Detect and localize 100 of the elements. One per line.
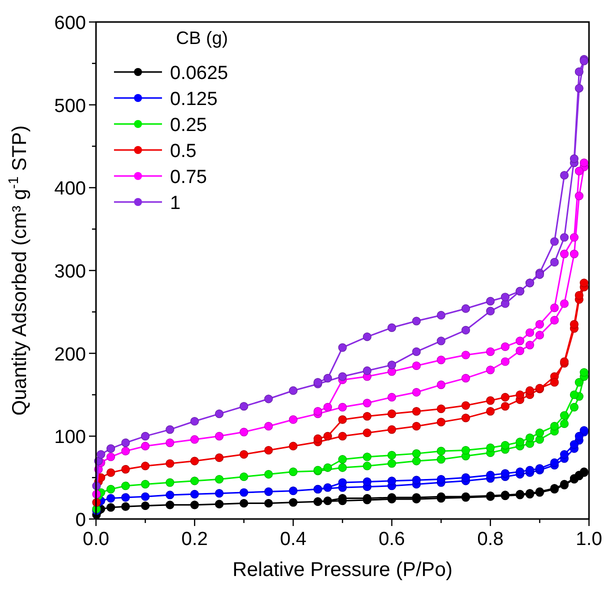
x-tick-label: 0.2 — [181, 529, 208, 550]
point — [412, 347, 421, 356]
point — [121, 438, 130, 448]
point — [314, 407, 322, 416]
point — [461, 414, 470, 422]
point — [412, 422, 421, 431]
point — [190, 416, 199, 426]
point — [461, 326, 470, 334]
point — [560, 299, 569, 308]
y-tick-label: 400 — [54, 178, 86, 200]
point — [388, 410, 396, 418]
point — [580, 278, 588, 288]
point — [214, 474, 224, 484]
point — [550, 458, 559, 467]
point — [535, 428, 544, 438]
y-tick-label: 500 — [54, 96, 86, 117]
point — [516, 467, 524, 476]
point — [574, 192, 584, 200]
point — [500, 342, 510, 352]
point — [436, 455, 446, 464]
point — [190, 500, 199, 510]
point — [500, 440, 510, 450]
point — [264, 470, 273, 479]
point — [388, 360, 396, 370]
point — [288, 498, 298, 507]
point — [141, 432, 150, 440]
point — [121, 446, 130, 456]
point — [166, 500, 174, 510]
point — [436, 446, 446, 456]
point — [323, 496, 332, 506]
point — [323, 463, 332, 472]
point — [526, 386, 534, 395]
point — [486, 296, 495, 306]
point — [338, 343, 347, 352]
point — [461, 473, 470, 482]
point — [535, 320, 544, 329]
point — [412, 361, 421, 370]
point — [141, 480, 150, 489]
point — [500, 357, 510, 366]
point — [362, 412, 372, 421]
point — [96, 450, 106, 459]
point — [574, 432, 584, 440]
point — [486, 470, 495, 480]
point — [412, 316, 421, 326]
point — [214, 500, 224, 508]
point — [240, 428, 248, 436]
point — [500, 402, 510, 411]
point — [338, 415, 347, 424]
point — [574, 67, 584, 76]
point — [550, 303, 559, 312]
point — [338, 455, 347, 464]
x-tick-label: 1.0 — [576, 529, 602, 550]
point — [461, 350, 470, 360]
point — [121, 493, 130, 502]
point — [436, 474, 446, 484]
point — [516, 390, 524, 400]
point — [412, 476, 421, 484]
point — [574, 291, 584, 300]
point — [516, 336, 524, 346]
point — [516, 438, 524, 446]
point — [288, 442, 298, 450]
point — [461, 401, 470, 410]
point — [550, 316, 559, 324]
point — [240, 472, 248, 482]
point — [580, 368, 588, 377]
point — [412, 456, 421, 466]
point — [166, 425, 174, 434]
point — [141, 501, 150, 510]
point — [214, 453, 224, 462]
point — [436, 380, 446, 390]
point — [580, 158, 588, 168]
point — [486, 443, 495, 452]
point — [362, 477, 372, 486]
point — [323, 402, 332, 412]
point — [338, 402, 347, 412]
point — [500, 292, 510, 302]
legend-label: 0.125 — [170, 89, 218, 110]
point — [288, 486, 298, 496]
point — [288, 386, 298, 395]
point — [166, 459, 174, 468]
point — [388, 459, 396, 468]
point — [388, 392, 396, 402]
point — [526, 328, 534, 337]
point — [106, 444, 116, 453]
point — [461, 446, 470, 455]
point — [323, 374, 332, 382]
legend-label: 0.0625 — [170, 63, 228, 84]
legend-label: 1 — [170, 193, 181, 214]
y-tick-label: 100 — [54, 427, 86, 448]
point — [412, 407, 421, 416]
point — [516, 346, 524, 356]
point — [436, 336, 446, 346]
point — [560, 233, 569, 242]
point — [166, 490, 174, 500]
point — [550, 258, 559, 267]
point — [240, 498, 248, 508]
point — [570, 402, 579, 412]
point — [486, 366, 495, 374]
point — [570, 390, 579, 400]
point — [264, 498, 273, 508]
